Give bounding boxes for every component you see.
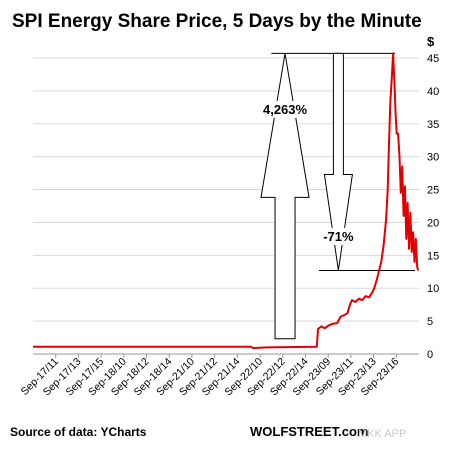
x-tick-labels: Sep-17/11Sep-17/13Sep-17/15Sep-18/10Sep-… <box>19 354 402 398</box>
grid-lines <box>33 57 419 355</box>
y-tick-label: 25 <box>427 185 439 197</box>
annotation-label-bg <box>321 227 357 245</box>
annotation-label: 4,263% <box>263 102 308 117</box>
y-tick-label: 0 <box>427 349 433 361</box>
price-line-layer <box>33 52 420 350</box>
annotation-label-bg <box>260 100 310 118</box>
y-tick-label: 35 <box>427 119 439 131</box>
y-tick-label: 5 <box>427 316 433 328</box>
y-tick-labels: 0 5 10 15 20 25 30 35 40 45 <box>427 53 439 361</box>
y-tick-label: 15 <box>427 250 439 262</box>
annotation-arrows: 4,263% -71% <box>260 52 415 340</box>
y-unit-label: $ <box>427 34 435 49</box>
y-tick-label: 10 <box>427 283 439 295</box>
y-tick-label: 45 <box>427 53 439 65</box>
source-note: Source of data: YCharts <box>10 425 147 439</box>
y-tick-label: 20 <box>427 217 439 229</box>
annotation-label: -71% <box>323 229 354 244</box>
watermark: MKK APP <box>358 428 406 440</box>
y-tick-label: 30 <box>427 152 439 164</box>
annotation-arrow <box>260 53 310 340</box>
chart-title: SPI Energy Share Price, 5 Days by the Mi… <box>12 11 422 32</box>
brand-label: WOLFSTREET.com <box>250 424 368 439</box>
price-line <box>33 52 420 350</box>
annotation-arrow <box>323 52 353 271</box>
y-tick-label: 40 <box>427 86 439 98</box>
